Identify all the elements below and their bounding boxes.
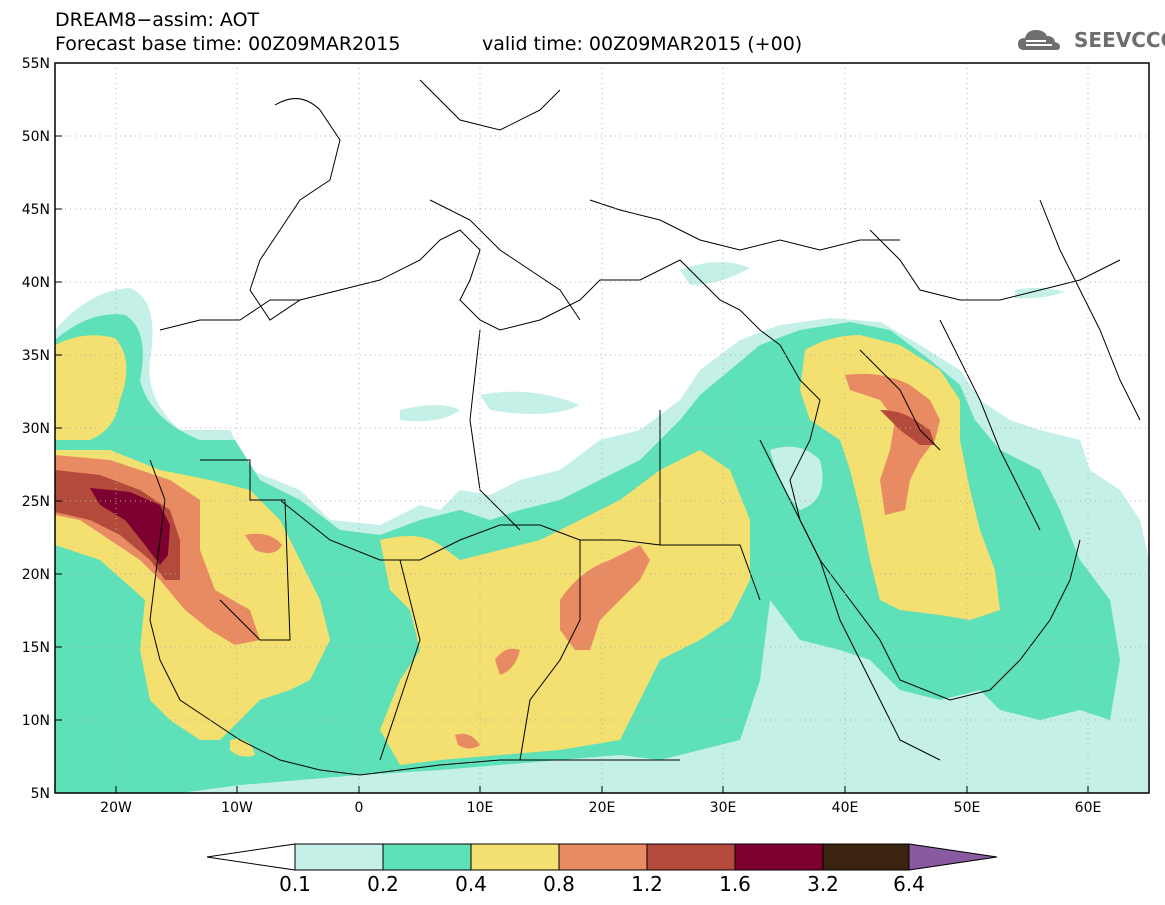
lat-label: 20N	[22, 567, 50, 583]
colorbar-segment	[470, 843, 560, 871]
lat-label: 40N	[22, 275, 50, 291]
valid-time: valid time: 00Z09MAR2015 (+00)	[482, 33, 803, 55]
colorbar-label: 0.8	[543, 872, 575, 896]
colorbar-segment	[294, 843, 384, 871]
lon-label: 10W	[221, 800, 253, 816]
lon-label: 10E	[467, 800, 494, 816]
colorbar-segment	[558, 843, 648, 871]
lat-label: 25N	[22, 494, 50, 510]
colorbar-label: 6.4	[893, 872, 925, 896]
cloud-logo-icon	[1018, 30, 1060, 50]
colorbar-segment	[646, 843, 736, 871]
graticule	[55, 63, 1149, 793]
colorbar	[206, 843, 998, 871]
colorbar-segment	[734, 843, 824, 871]
colorbar-label: 0.4	[455, 872, 487, 896]
colorbar-segment	[206, 843, 296, 871]
logo-text: SEEVCCC	[1074, 28, 1165, 52]
colorbar-segment	[908, 843, 998, 871]
lon-label: 20E	[589, 800, 616, 816]
lat-label: 30N	[22, 421, 50, 437]
lon-label: 60E	[1075, 800, 1102, 816]
longitude-labels: 20W 10W 0 10E 20E 30E 40E 50E 60E	[100, 800, 1101, 816]
lat-label: 35N	[22, 348, 50, 364]
colorbar-segment	[382, 843, 472, 871]
lat-label: 50N	[22, 129, 50, 145]
lon-label: 30E	[710, 800, 737, 816]
latitude-labels: 55N 50N 45N 40N 35N 30N 25N 20N 15N 10N …	[22, 56, 50, 802]
colorbar-label: 3.2	[807, 872, 839, 896]
lat-label: 45N	[22, 202, 50, 218]
colorbar-label: 1.2	[631, 872, 663, 896]
lat-label: 10N	[22, 713, 50, 729]
lon-label: 20W	[100, 800, 132, 816]
colorbar-segment	[822, 843, 910, 871]
lat-label: 5N	[31, 786, 50, 802]
colorbar-label: 0.2	[367, 872, 399, 896]
forecast-base-time: Forecast base time: 00Z09MAR2015	[55, 33, 401, 55]
lon-label: 40E	[832, 800, 859, 816]
lon-label: 0	[355, 800, 364, 816]
map-title: DREAM8−assim: AOT	[55, 9, 260, 31]
colorbar-label: 0.1	[279, 872, 311, 896]
lat-label: 55N	[22, 56, 50, 72]
lon-label: 50E	[954, 800, 981, 816]
lat-label: 15N	[22, 640, 50, 656]
colorbar-label: 1.6	[719, 872, 751, 896]
